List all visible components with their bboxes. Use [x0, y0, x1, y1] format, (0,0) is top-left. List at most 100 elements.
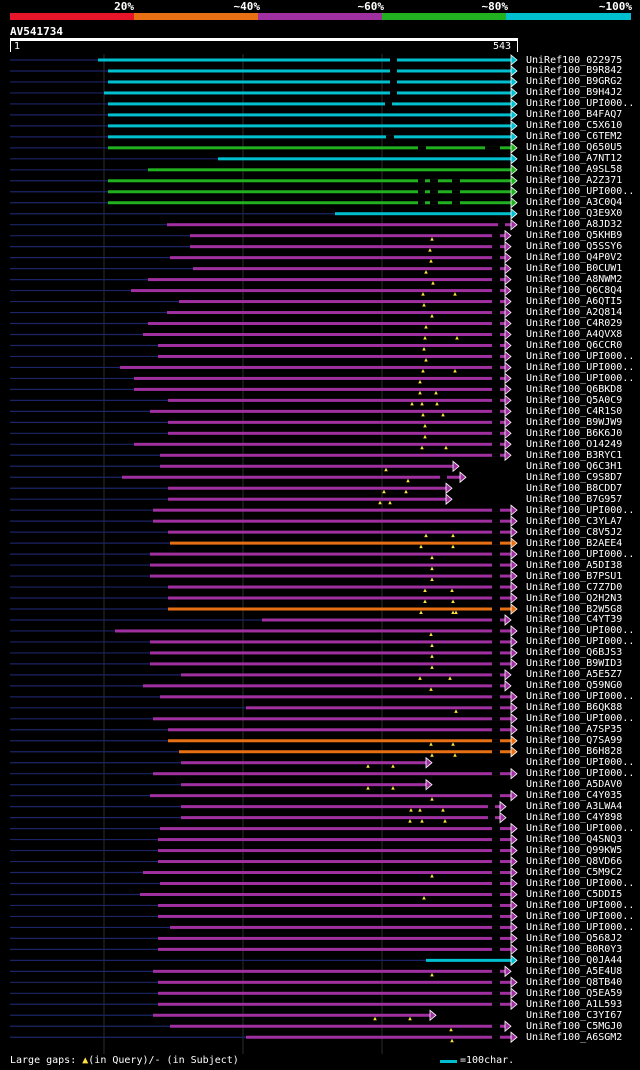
hit-label[interactable]: UniRef100_C5MGJ0: [526, 1020, 623, 1032]
hit-label[interactable]: UniRef100_Q59NG0: [526, 680, 623, 692]
hit-label[interactable]: UniRef100_UPI000..: [526, 757, 635, 769]
hit-label[interactable]: UniRef100_C4R029: [526, 318, 623, 330]
hit-label[interactable]: UniRef100_C5X610: [526, 120, 623, 132]
hit-label[interactable]: UniRef100_B2AEE4: [526, 537, 623, 549]
hit-label[interactable]: UniRef100_Q2H2N3: [526, 592, 623, 604]
hit-label[interactable]: UniRef100_B9WJW9: [526, 416, 623, 428]
hit-label[interactable]: UniRef100_B6H828: [526, 746, 623, 758]
hit-label[interactable]: UniRef100_Q8VD66: [526, 856, 623, 868]
hit-bar: [335, 212, 511, 216]
hit-label[interactable]: UniRef100_Q3E9X0: [526, 208, 623, 220]
hit-label[interactable]: UniRef100_A4QVX8: [526, 329, 623, 340]
hit-label[interactable]: UniRef100_A8NWM2: [526, 274, 623, 286]
hit-label[interactable]: UniRef100_Q4SNQ3: [526, 834, 623, 846]
hit-label[interactable]: UniRef100_B0CUW1: [526, 263, 623, 275]
hit-label[interactable]: UniRef100_Q5SSY6: [526, 241, 623, 253]
hit-label[interactable]: UniRef100_B8CDD7: [526, 482, 623, 494]
hit-label[interactable]: UniRef100_UPI000..: [526, 768, 635, 780]
query-gap-marker: [430, 972, 434, 977]
hit-label[interactable]: UniRef100_Q650U5: [526, 142, 623, 154]
hit-label[interactable]: UniRef100_B4FAQ7: [526, 109, 623, 121]
hit-label[interactable]: UniRef100_UPI000..: [526, 372, 635, 384]
hit-label[interactable]: UniRef100_Q0JA44: [526, 954, 623, 966]
hit-label[interactable]: UniRef100_A6SGM2: [526, 1031, 623, 1043]
hit-label[interactable]: UniRef100_A8JD32: [526, 219, 623, 231]
hit-label[interactable]: UniRef100_C4R1S0: [526, 405, 623, 417]
hit-label[interactable]: UniRef100_UPI000..: [526, 899, 635, 911]
hit-arrow: [510, 822, 518, 835]
hit-label[interactable]: UniRef100_UPI000..: [526, 361, 635, 373]
hit-label[interactable]: UniRef100_C3YLA7: [526, 515, 623, 527]
hit-label[interactable]: UniRef100_A7NT12: [526, 153, 623, 165]
hit-label[interactable]: UniRef100_UPI000..: [526, 548, 635, 560]
hit-label[interactable]: UniRef100_C9S8D7: [526, 471, 623, 483]
query-gap-marker: [418, 390, 422, 395]
hit-label[interactable]: UniRef100_UPI000..: [526, 823, 635, 835]
hit-label[interactable]: UniRef100_B7G957: [526, 493, 623, 505]
hit-label[interactable]: UniRef100_C8V5J2: [526, 526, 623, 538]
hit-label[interactable]: UniRef100_UPI000..: [526, 625, 635, 637]
hit-label[interactable]: UniRef100_B9WID3: [526, 658, 623, 670]
hit-label[interactable]: UniRef100_B9H4J2: [526, 87, 623, 99]
hit-label[interactable]: UniRef100_C4Y035: [526, 790, 623, 802]
hit-label[interactable]: UniRef100_A7SP35: [526, 724, 623, 736]
query-gap-marker: [435, 401, 439, 406]
hit-label[interactable]: UniRef100_Q5A0C9: [526, 394, 623, 406]
hit-label[interactable]: UniRef100_A5DAV0: [526, 779, 623, 791]
hit-label[interactable]: UniRef100_UPI000..: [526, 98, 635, 110]
hit-label[interactable]: UniRef100_A6QTI5: [526, 296, 623, 308]
hit-label[interactable]: UniRef100_Q6CCR0: [526, 339, 623, 351]
hit-label[interactable]: UniRef100_B9R842: [526, 65, 623, 77]
hit-label[interactable]: UniRef100_Q6C3H1: [526, 460, 623, 472]
hit-label[interactable]: UniRef100_Q5KHB9: [526, 230, 623, 242]
hit-arrow: [504, 669, 512, 681]
hit-label[interactable]: UniRef100_UPI000..: [526, 636, 635, 648]
hit-bar: [150, 651, 511, 655]
hit-label[interactable]: UniRef100_A1L593: [526, 998, 623, 1010]
hit-label[interactable]: UniRef100_A2Z371: [526, 175, 623, 187]
hit-label[interactable]: UniRef100_B3RYC1: [526, 449, 623, 461]
hit-label[interactable]: UniRef100_A2Q814: [526, 307, 623, 319]
hit-label[interactable]: UniRef100_Q8TB40: [526, 976, 623, 988]
hit-label[interactable]: UniRef100_A3C0Q4: [526, 197, 623, 209]
hit-bar: [168, 497, 446, 501]
hit-label[interactable]: UniRef100_B9GRG2: [526, 76, 623, 88]
hit-label[interactable]: UniRef100_Q568J2: [526, 932, 623, 944]
hit-label[interactable]: UniRef100_B7PSU1: [526, 570, 623, 582]
hit-label[interactable]: UniRef100_Q7SA99: [526, 735, 623, 747]
hit-label[interactable]: UniRef100_Q6BJS3: [526, 647, 623, 659]
hit-label[interactable]: UniRef100_UPI000..: [526, 921, 635, 933]
hit-label[interactable]: UniRef100_B6K6J0: [526, 427, 623, 439]
hit-label[interactable]: UniRef100_UPI000..: [526, 504, 635, 516]
hit-label[interactable]: UniRef100_A5E4U8: [526, 965, 623, 977]
hit-label[interactable]: UniRef100_C3YI67: [526, 1009, 623, 1021]
hit-label[interactable]: UniRef100_Q5EA59: [526, 987, 623, 999]
hit-label[interactable]: UniRef100_A5E5Z7: [526, 669, 623, 681]
hit-label[interactable]: UniRef100_C5DDI5: [526, 888, 623, 900]
hit-label[interactable]: UniRef100_Q99KW5: [526, 845, 623, 857]
hit-label[interactable]: UniRef100_O14249: [526, 438, 623, 450]
hit-label[interactable]: UniRef100_UPI000..: [526, 910, 635, 922]
hit-label[interactable]: UniRef100_Q6BKD8: [526, 383, 623, 395]
hit-label[interactable]: UniRef100_UPI000..: [526, 691, 635, 703]
hit-label[interactable]: UniRef100_UPI000..: [526, 713, 635, 725]
hit-bar: [148, 168, 511, 172]
hit-label[interactable]: UniRef100_C7Z7D0: [526, 581, 623, 593]
hit-label[interactable]: UniRef100_A5DI38: [526, 559, 623, 571]
hit-label[interactable]: UniRef100_B0R0Y3: [526, 943, 623, 955]
hit-label[interactable]: UniRef100_022975: [526, 54, 623, 66]
hit-label[interactable]: UniRef100_B2W5G8: [526, 603, 623, 615]
hit-label[interactable]: UniRef100_B6QK88: [526, 702, 623, 714]
hit-label[interactable]: UniRef100_UPI000..: [526, 186, 635, 198]
hit-label[interactable]: UniRef100_UPI000..: [526, 878, 635, 889]
hit-label[interactable]: UniRef100_C5M9C2: [526, 867, 623, 879]
query-gap-marker: [423, 599, 427, 604]
hit-label[interactable]: UniRef100_C6TEM2: [526, 131, 623, 143]
hit-label[interactable]: UniRef100_A3LWA4: [526, 801, 623, 813]
hit-label[interactable]: UniRef100_UPI000..: [526, 350, 635, 362]
hit-label[interactable]: UniRef100_Q4P0V2: [526, 252, 623, 264]
hit-label[interactable]: UniRef100_C4Y898: [526, 812, 623, 824]
hit-label[interactable]: UniRef100_A9SL58: [526, 164, 623, 176]
hit-label[interactable]: UniRef100_C4YT39: [526, 614, 623, 626]
hit-label[interactable]: UniRef100_Q6C8Q4: [526, 285, 623, 297]
